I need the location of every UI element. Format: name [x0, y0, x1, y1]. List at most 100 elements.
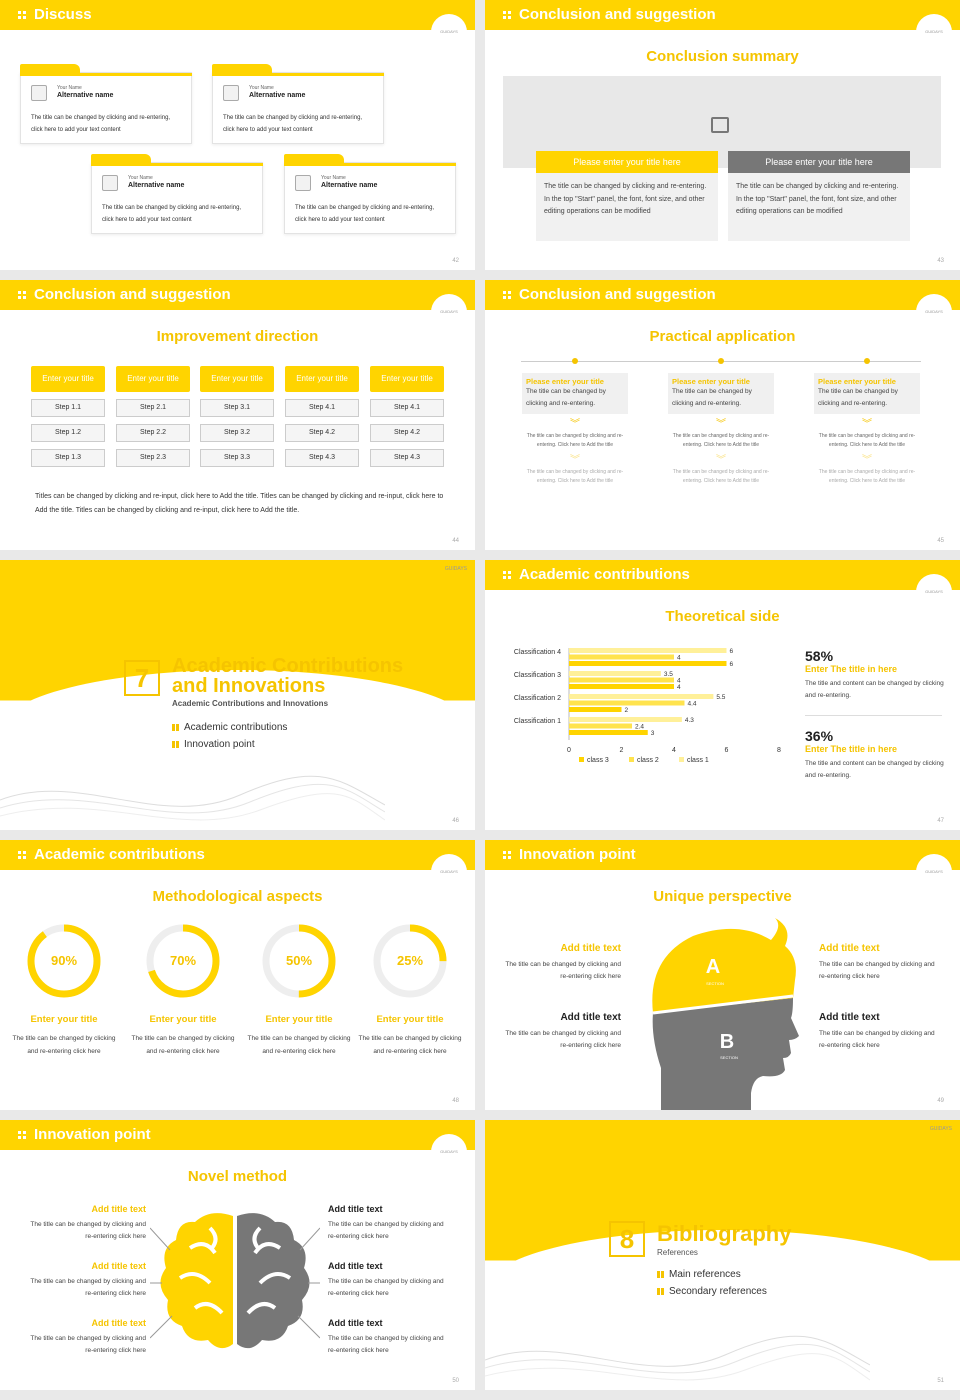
bar	[569, 648, 727, 653]
slide-49[interactable]: Innovation point GUIDAYS Unique perspect…	[485, 840, 960, 1110]
slide-subtitle: Theoretical side	[665, 608, 780, 625]
column-title[interactable]: Enter your title	[116, 366, 190, 392]
column-title: Please enter your title	[672, 377, 750, 386]
header-title: Academic contributions	[34, 846, 205, 863]
dots-icon	[18, 1131, 28, 1139]
dots-icon	[503, 291, 513, 299]
logo-badge: GUIDAYS	[431, 1134, 467, 1170]
slide-50[interactable]: Innovation point GUIDAYS Novel method Ad…	[0, 1120, 475, 1390]
logo-badge: GUIDAYS	[916, 574, 952, 610]
step-box[interactable]: Step 4.3	[285, 449, 359, 467]
step-box[interactable]: Step 4.2	[285, 424, 359, 442]
profile-card[interactable]: Your Name Alternative name The title can…	[20, 64, 192, 144]
chevron-down-icon: ︾	[570, 419, 580, 430]
slide-47[interactable]: Academic contributions GUIDAYS Theoretic…	[485, 560, 960, 830]
profile-card[interactable]: Your Name Alternative name The title can…	[284, 154, 456, 234]
column-title[interactable]: Enter your title	[370, 366, 444, 392]
data-label: 3	[651, 730, 655, 737]
slide-42[interactable]: Discuss GUIDAYS Your Name Alternative na…	[0, 0, 475, 270]
slide-subtitle: Improvement direction	[156, 328, 319, 345]
step-box[interactable]: Step 1.3	[31, 449, 105, 467]
section-item[interactable]: Main references	[657, 1269, 741, 1280]
stat-text: The title and content can be changed by …	[805, 680, 944, 699]
data-label: 2.4	[635, 724, 644, 731]
data-label: 4	[677, 655, 681, 662]
chevron-down-icon: ︾	[716, 419, 726, 430]
section-item[interactable]: Academic contributions	[172, 722, 287, 733]
text-block: Add title text The title can be changed b…	[328, 1204, 444, 1240]
header-title: Conclusion and suggestion	[519, 6, 716, 23]
header-title: Conclusion and suggestion	[34, 286, 231, 303]
card-alt-name: Alternative name	[249, 92, 306, 99]
step-box[interactable]: Step 4.1	[285, 399, 359, 417]
page-number: 42	[452, 258, 459, 264]
data-label: 4	[677, 684, 681, 691]
panel-logo: GUIDAYS	[444, 566, 467, 572]
box-text: The title can be changed by clicking and…	[544, 183, 707, 215]
section-item[interactable]: Secondary references	[657, 1286, 767, 1297]
column-desc: The title can be changed by clicking and…	[672, 388, 752, 407]
column-desc: The title can be changed by clicking and…	[526, 388, 606, 407]
column-note: The title can be changed by clicking and…	[526, 433, 624, 448]
dots-icon	[503, 851, 513, 859]
page-number: 43	[937, 258, 944, 264]
card-alt-name: Alternative name	[57, 92, 114, 99]
image-add-icon[interactable]	[711, 117, 729, 133]
section-background	[0, 560, 475, 830]
timeline-dot	[864, 358, 870, 364]
step-box[interactable]: Step 2.2	[116, 424, 190, 442]
legend-swatch	[679, 757, 684, 762]
data-label: 6	[730, 648, 734, 655]
logo-badge: GUIDAYS	[916, 854, 952, 890]
column-title[interactable]: Enter your title	[200, 366, 274, 392]
chevron-down-icon: ︾	[570, 455, 580, 466]
bar	[569, 654, 674, 660]
slide-51[interactable]: GUIDAYS 8 Bibliography References Main r…	[485, 1120, 960, 1390]
step-box[interactable]: Step 3.3	[200, 449, 274, 467]
box-text: The title can be changed by clicking and…	[736, 183, 899, 215]
slide-45[interactable]: Conclusion and suggestion GUIDAYS Practi…	[485, 280, 960, 550]
step-box[interactable]: Step 2.3	[116, 449, 190, 467]
section-letter: A	[706, 956, 720, 978]
slide-43[interactable]: Conclusion and suggestion GUIDAYS Conclu…	[485, 0, 960, 270]
section-item[interactable]: Innovation point	[172, 739, 255, 750]
category-label: Classification 1	[514, 718, 561, 725]
data-label: 6	[730, 661, 734, 668]
step-box[interactable]: Step 3.1	[200, 399, 274, 417]
text-block: Add title text The title can be changed b…	[819, 1012, 935, 1049]
dots-icon	[18, 291, 28, 299]
data-label: 5.5	[716, 694, 725, 701]
column-title[interactable]: Enter your title	[31, 366, 105, 392]
logo-badge: GUIDAYS	[431, 14, 467, 50]
column-desc: The title can be changed by clicking and…	[818, 388, 898, 407]
slide-44[interactable]: Conclusion and suggestion GUIDAYS Improv…	[0, 280, 475, 550]
text-block: Add title text The title can be changed b…	[505, 1012, 621, 1049]
profile-card[interactable]: Your Name Alternative name The title can…	[91, 154, 263, 234]
slide-46[interactable]: GUIDAYS 7 Academic Contributions and Inn…	[0, 560, 475, 830]
card-text: The title can be changed by clicking and…	[102, 205, 242, 223]
section-panel: GUIDAYS	[0, 560, 467, 821]
step-box[interactable]: Step 2.1	[116, 399, 190, 417]
column-title: Please enter your title	[526, 377, 604, 386]
legend-label: class 2	[637, 757, 659, 764]
bar	[569, 723, 632, 729]
x-tick-label: 0	[567, 747, 571, 754]
card-name: Your Name	[321, 175, 346, 181]
step-box[interactable]: Step 1.1	[31, 399, 105, 417]
slide-subtitle: Unique perspective	[653, 888, 792, 905]
summary-box: Please enter your title here The title c…	[536, 151, 718, 241]
progress-ring: 25%	[373, 924, 447, 998]
slide-48[interactable]: Academic contributions GUIDAYS Methodolo…	[0, 840, 475, 1110]
step-box[interactable]: Step 4.1	[370, 399, 444, 417]
column-title[interactable]: Enter your title	[285, 366, 359, 392]
x-tick-label: 4	[672, 747, 676, 754]
step-box[interactable]: Step 4.2	[370, 424, 444, 442]
profile-card[interactable]: Your Name Alternative name The title can…	[212, 64, 384, 144]
step-column: Enter your title Step 4.1 Step 4.2 Step …	[285, 366, 359, 467]
step-box[interactable]: Step 4.3	[370, 449, 444, 467]
step-box[interactable]: Step 1.2	[31, 424, 105, 442]
ring-label: 90%	[51, 953, 77, 968]
page-number: 51	[937, 1378, 944, 1384]
category-label: Classification 2	[514, 695, 561, 702]
step-box[interactable]: Step 3.2	[200, 424, 274, 442]
